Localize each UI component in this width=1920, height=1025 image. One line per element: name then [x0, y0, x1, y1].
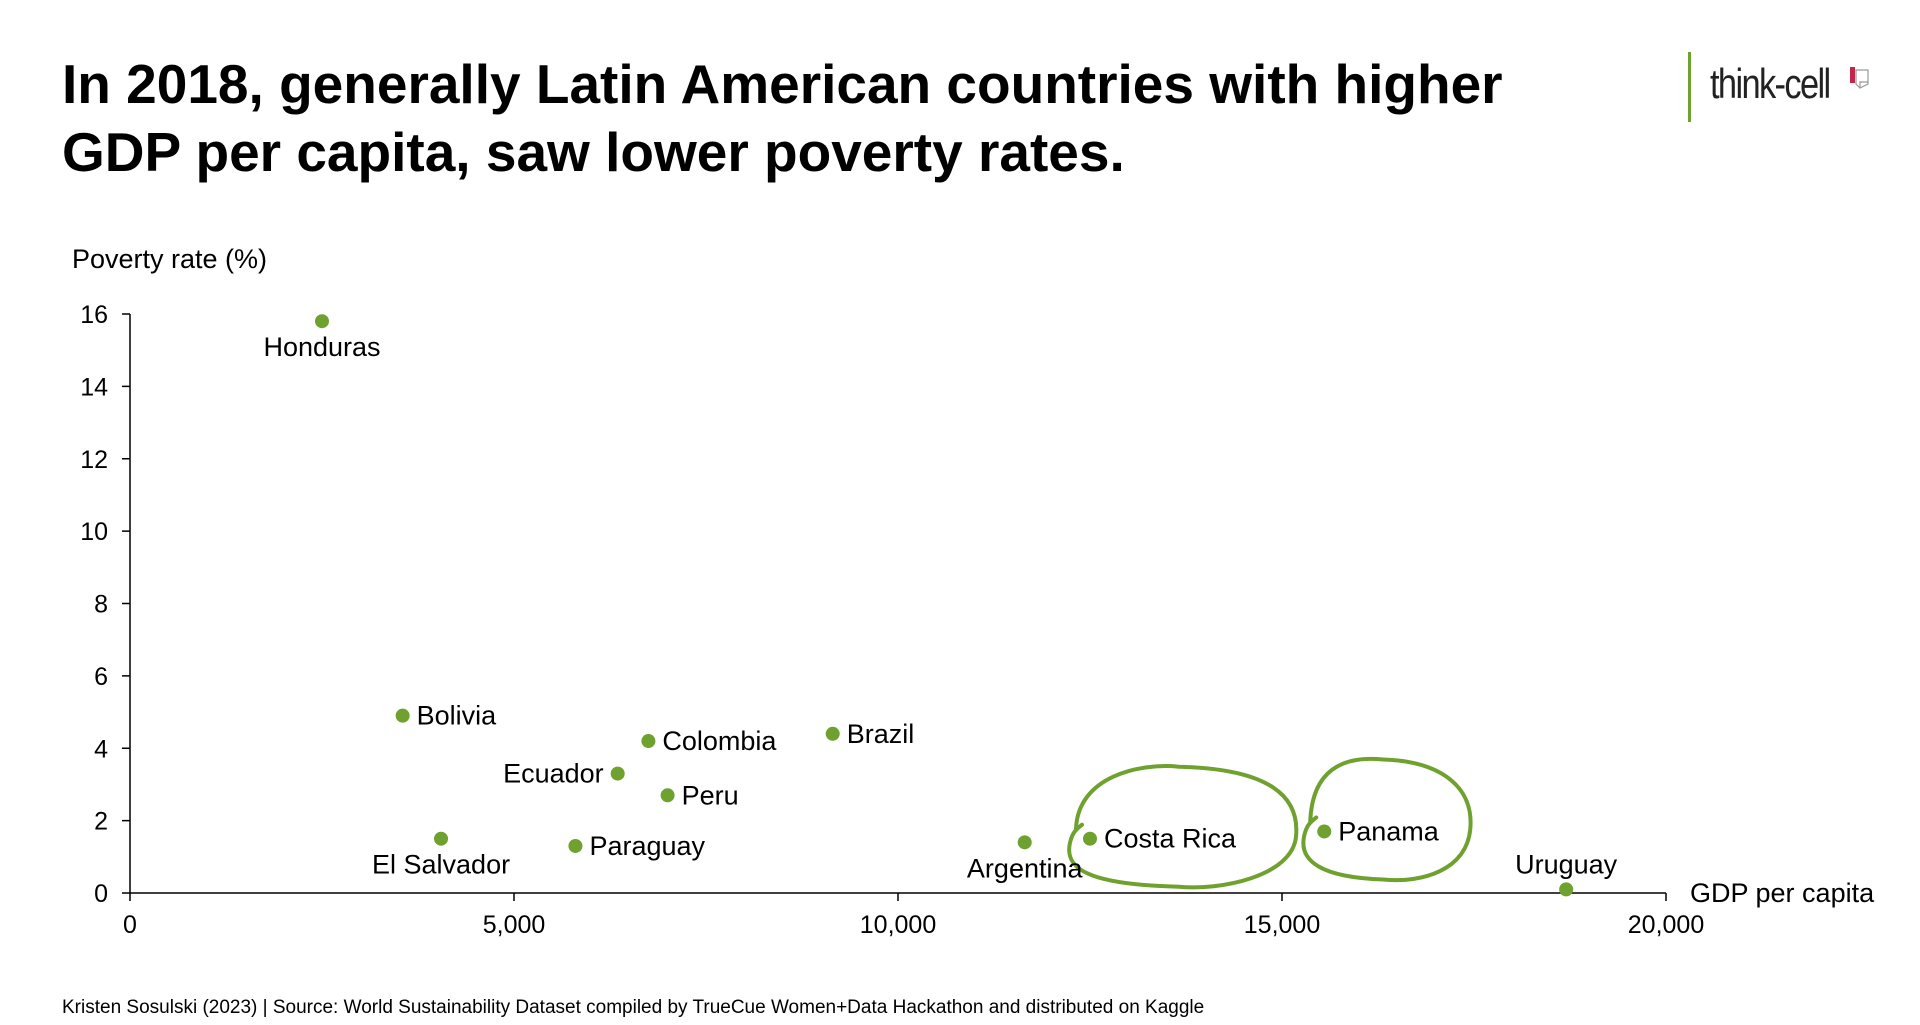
y-tick-label: 12 [80, 446, 108, 474]
point-label-honduras: Honduras [263, 332, 380, 362]
y-axis-title: Poverty rate (%) [72, 244, 267, 274]
point-label-panama: Panama [1338, 816, 1440, 846]
point-paraguay [568, 838, 583, 853]
title-line-2: GDP per capita, saw lower poverty rates. [62, 121, 1125, 183]
point-brazil [825, 726, 840, 741]
chart-title: In 2018, generally Latin American countr… [62, 50, 1622, 186]
point-label-brazil: Brazil [847, 719, 915, 749]
logo-mark-icon [1850, 67, 1869, 89]
point-label-paraguay: Paraguay [589, 831, 705, 861]
point-honduras [315, 314, 329, 329]
point-label-el-salvador: El Salvador [372, 850, 510, 880]
think-cell-logo: think-cell [1688, 52, 1888, 122]
title-line-1: In 2018, generally Latin American countr… [62, 53, 1503, 115]
x-tick-label: 5,000 [483, 911, 546, 939]
y-tick-label: 4 [94, 735, 108, 763]
y-tick-label: 2 [94, 808, 108, 836]
y-tick-label: 16 [80, 301, 108, 329]
logo-divider [1688, 52, 1691, 122]
point-argentina [1017, 835, 1032, 850]
x-axis-title: GDP per capita [1690, 878, 1875, 908]
point-panama [1317, 824, 1332, 839]
point-uruguay [1559, 882, 1574, 897]
point-ecuador [610, 766, 625, 781]
x-tick-label: 0 [123, 911, 137, 939]
point-label-peru: Peru [682, 780, 739, 810]
x-tick-label: 10,000 [860, 911, 936, 939]
y-tick-label: 0 [94, 880, 108, 908]
chart-axes: 0 2 4 6 8 10 12 14 16 0 5,000 10,000 15,000 20,000 Pov… [72, 244, 1875, 939]
highlight-circles [1067, 756, 1473, 890]
y-tick-label: 14 [80, 373, 108, 401]
x-tick-label: 20,000 [1628, 911, 1704, 939]
point-peru [660, 788, 675, 803]
chart-points: Honduras Bolivia El Salvador Paraguay Ecuado… [263, 314, 1618, 897]
y-tick-label: 6 [94, 663, 108, 691]
point-el-salvador [434, 831, 449, 846]
scatter-chart: 0 2 4 6 8 10 12 14 16 0 5,000 10,000 15,000 20,000 Pov… [72, 244, 1875, 939]
point-bolivia [395, 708, 410, 723]
point-costa-rica [1083, 831, 1097, 846]
x-tick-label: 15,000 [1244, 911, 1320, 939]
point-label-colombia: Colombia [662, 726, 777, 756]
point-label-ecuador: Ecuador [503, 759, 604, 789]
point-label-uruguay: Uruguay [1515, 849, 1618, 879]
source-footer: Kristen Sosulski (2023) | Source: World … [62, 997, 1205, 1018]
point-label-bolivia: Bolivia [417, 701, 498, 731]
logo-text: think-cell [1710, 60, 1831, 107]
y-tick-label: 8 [94, 591, 108, 619]
point-label-costa-rica: Costa Rica [1104, 824, 1237, 854]
y-tick-label: 10 [80, 518, 108, 546]
point-label-argentina: Argentina [967, 853, 1084, 883]
highlight-loop-costa-rica [1067, 764, 1299, 890]
point-colombia [641, 734, 656, 749]
highlight-loop-panama [1301, 756, 1473, 883]
